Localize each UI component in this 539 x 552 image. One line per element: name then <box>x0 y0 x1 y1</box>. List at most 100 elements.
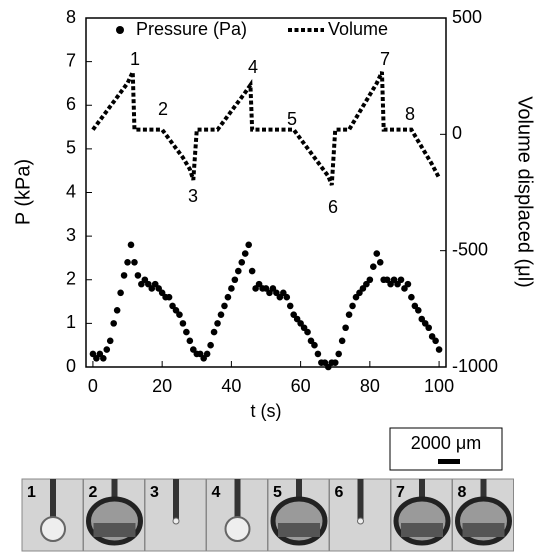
pressure-point <box>103 346 111 353</box>
cycle-label: 3 <box>188 186 198 206</box>
pressure-point <box>349 302 356 310</box>
pressure-point <box>397 276 405 284</box>
y2-tick-label: 500 <box>452 7 482 27</box>
plot-frame <box>85 17 447 368</box>
droplet <box>40 516 66 542</box>
pressure-point <box>286 302 294 310</box>
cycle-label: 6 <box>328 197 338 217</box>
pressure-point <box>331 359 339 366</box>
pressure-point <box>248 267 256 275</box>
volume-line <box>91 71 441 186</box>
pressure-point <box>345 311 353 318</box>
liquid <box>93 523 136 537</box>
pressure-point <box>134 272 142 279</box>
panel-label: 8 <box>458 484 467 501</box>
pressure-point <box>366 276 374 284</box>
liquid <box>401 523 443 537</box>
pressure-point <box>235 267 242 275</box>
liquid <box>462 523 505 537</box>
pressure-point <box>100 354 107 362</box>
legend-marker <box>116 26 124 34</box>
x-tick-label: 60 <box>291 376 311 396</box>
pressure-point <box>304 328 311 336</box>
panel-label: 3 <box>150 484 159 501</box>
cycle-label: 8 <box>405 104 415 124</box>
pressure-point <box>376 259 384 266</box>
y-tick-label: 1 <box>66 312 76 332</box>
needle <box>50 479 56 519</box>
photo-strip: 1 2 3 4 5 6 7 8 <box>21 478 514 552</box>
y2-axis-label: Volume displaced (μl) <box>514 96 536 288</box>
x-tick-label: 0 <box>88 376 98 396</box>
y-tick-label: 2 <box>66 269 76 289</box>
pressure-point <box>183 328 190 336</box>
pressure-point <box>217 311 225 318</box>
pressure-point <box>214 320 221 327</box>
y-tick-label: 8 <box>66 7 76 27</box>
droplet <box>224 516 251 542</box>
y2-tick-label: 0 <box>452 123 462 143</box>
pressure-point <box>127 241 135 249</box>
x-axis-label: t (s) <box>251 401 282 421</box>
pressure-point <box>228 285 235 292</box>
panel-label: 5 <box>273 484 282 501</box>
panel-label: 4 <box>212 484 221 501</box>
y2-tick-label: -500 <box>452 239 488 259</box>
pressure-point <box>117 289 124 297</box>
cycle-label: 2 <box>158 99 168 119</box>
pressure-point <box>110 320 117 327</box>
droplet <box>172 517 180 525</box>
y2-tick-label: -1000 <box>452 356 498 376</box>
pressure-point <box>342 324 349 332</box>
pressure-point <box>231 276 239 284</box>
pressure-point <box>179 320 187 327</box>
x-tick-label: 20 <box>152 376 172 396</box>
legend-label: Pressure (Pa) <box>136 19 247 39</box>
y-tick-label: 5 <box>66 138 76 158</box>
pressure-point <box>408 293 415 301</box>
x-tick-label: 80 <box>360 376 380 396</box>
y-tick-label: 6 <box>66 94 76 114</box>
needle <box>111 479 118 499</box>
pressure-point <box>238 259 246 266</box>
pressure-point <box>203 350 211 358</box>
needle <box>419 479 425 499</box>
scale-bar-label: 2000 μm <box>411 433 481 453</box>
y-tick-label: 7 <box>66 50 76 70</box>
y-tick-label: 3 <box>66 225 76 245</box>
cycle-label: 1 <box>130 49 140 69</box>
needle <box>173 479 179 519</box>
pressure-point <box>283 293 291 301</box>
scale-bar <box>438 459 460 464</box>
x-tick-label: 40 <box>221 376 241 396</box>
pressure-point <box>425 324 432 332</box>
pressure-point <box>245 241 252 249</box>
panel-label: 1 <box>27 484 36 501</box>
needle <box>296 479 302 499</box>
pressure-point <box>120 272 128 279</box>
pressure-point <box>311 341 318 349</box>
pressure-point <box>113 306 121 314</box>
panel-label: 6 <box>335 484 344 501</box>
y-tick-label: 4 <box>66 181 76 201</box>
pressure-point <box>186 337 194 345</box>
pressure-point <box>210 328 218 336</box>
pressure-point <box>224 293 232 301</box>
pressure-point <box>106 337 114 345</box>
pressure-point <box>435 346 443 353</box>
scale-bar-box: 2000 μm <box>389 427 503 471</box>
pressure-point <box>338 337 346 345</box>
y-axis-label: P (kPa) <box>12 159 34 225</box>
pressure-point <box>221 302 228 310</box>
pressure-point <box>432 337 439 345</box>
cycle-label: 4 <box>248 57 258 77</box>
pressure-point <box>370 263 377 270</box>
y-tick-label: 0 <box>66 356 76 376</box>
pressure-point <box>176 311 183 318</box>
pressure-point <box>124 259 131 266</box>
droplet <box>357 517 364 525</box>
panel-label: 2 <box>89 484 98 501</box>
panel-label: 7 <box>396 484 405 501</box>
pressure-point <box>241 250 249 257</box>
